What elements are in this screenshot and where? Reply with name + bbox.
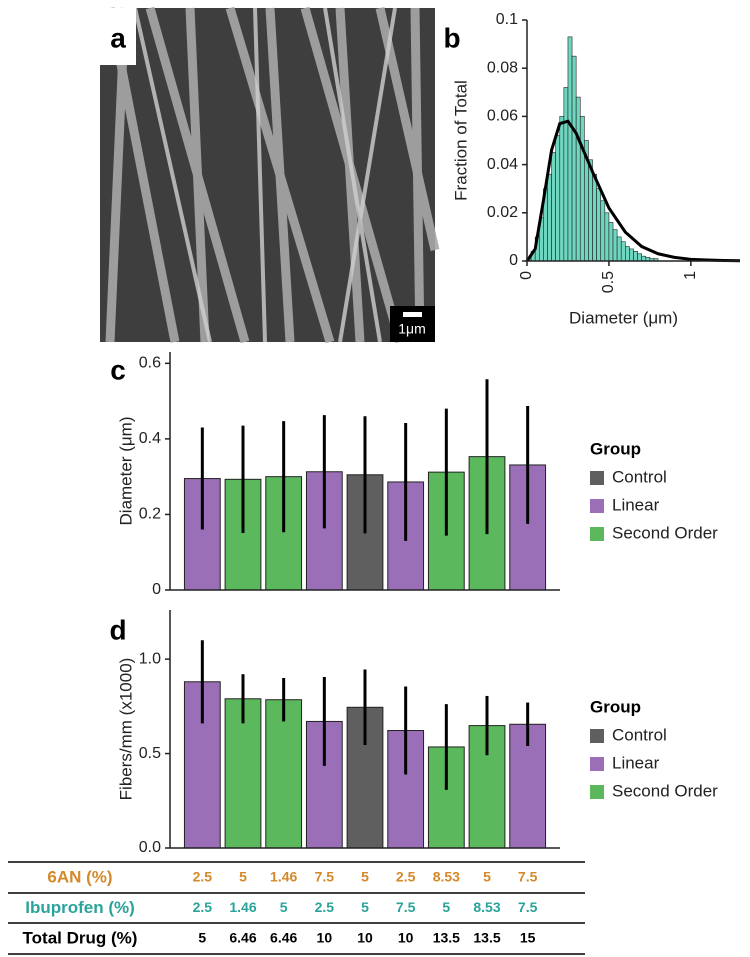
cell: 13.5 xyxy=(473,930,500,946)
y-tick-label: 0.5 xyxy=(139,745,161,762)
legend-label: Linear xyxy=(612,753,660,772)
row-label: 6AN (%) xyxy=(47,867,112,886)
x-tick-label: 1 xyxy=(682,271,699,280)
histogram-bar xyxy=(604,212,610,262)
histogram-bar xyxy=(592,173,597,262)
panel-label: c xyxy=(110,354,126,385)
panel-label: b xyxy=(443,22,460,53)
histogram-bar xyxy=(620,241,626,262)
bar xyxy=(265,699,303,849)
sem-image xyxy=(100,6,440,344)
y-tick-label: 0.02 xyxy=(487,204,518,221)
cell: 6.46 xyxy=(270,930,297,946)
cell: 10 xyxy=(398,930,414,946)
row-label: Ibuprofen (%) xyxy=(25,898,135,917)
y-tick-label: 0.4 xyxy=(139,430,161,447)
histogram-bar xyxy=(559,116,565,262)
legend-label: Second Order xyxy=(612,781,718,800)
cell: 10 xyxy=(317,930,333,946)
cell: 8.53 xyxy=(473,899,500,915)
cell: 7.5 xyxy=(518,869,538,885)
cell: 7.5 xyxy=(315,869,335,885)
legend-label: Linear xyxy=(612,495,660,514)
legend-swatch xyxy=(590,527,604,541)
scale-bar-label: 1μm xyxy=(398,321,426,337)
cell: 2.5 xyxy=(396,869,416,885)
histogram-bar xyxy=(551,152,556,262)
histogram-bar xyxy=(612,229,618,262)
histogram-bar xyxy=(547,173,552,262)
legend-swatch xyxy=(590,757,604,771)
y-axis-label: Diameter (μm) xyxy=(116,417,135,526)
x-tick-label: 0.5 xyxy=(600,271,617,293)
cell: 5 xyxy=(239,869,247,885)
cell: 5 xyxy=(483,869,491,885)
y-tick-label: 1.0 xyxy=(139,650,161,667)
y-tick-label: 0 xyxy=(152,581,161,598)
legend-label: Control xyxy=(612,467,667,486)
histogram-bar xyxy=(596,188,602,262)
histogram-bar xyxy=(629,248,634,262)
cell: 7.5 xyxy=(396,899,416,915)
cell: 6.46 xyxy=(229,930,256,946)
histogram-bar xyxy=(616,236,622,262)
cell: 5 xyxy=(361,899,369,915)
cell: 13.5 xyxy=(433,930,460,946)
fit-curve xyxy=(525,119,741,263)
cell: 1.46 xyxy=(229,899,256,915)
y-tick-label: 0.6 xyxy=(139,355,161,372)
histogram-bar xyxy=(625,246,630,262)
y-axis-label: Fraction of Total xyxy=(451,80,470,201)
cell: 1.46 xyxy=(270,869,297,885)
histogram-bar xyxy=(633,251,638,262)
x-tick-label: 0 xyxy=(518,271,535,280)
cell: 5 xyxy=(280,899,288,915)
cell: 5 xyxy=(361,869,369,885)
histogram-bar xyxy=(563,87,569,262)
y-tick-label: 0.1 xyxy=(496,11,518,28)
legend-swatch xyxy=(590,471,604,485)
cell: 15 xyxy=(520,930,536,946)
y-tick-label: 0 xyxy=(509,252,518,269)
histogram-bar xyxy=(579,116,585,262)
cell: 5 xyxy=(198,930,206,946)
legend-swatch xyxy=(590,785,604,799)
y-tick-label: 0.0 xyxy=(139,839,161,856)
cell: 10 xyxy=(357,930,373,946)
row-label: Total Drug (%) xyxy=(23,928,138,947)
cell: 5 xyxy=(442,899,450,915)
y-tick-label: 0.06 xyxy=(487,108,518,125)
cell: 2.5 xyxy=(193,869,213,885)
y-tick-label: 0.2 xyxy=(139,506,161,523)
legend-swatch xyxy=(590,729,604,743)
histogram-bar xyxy=(571,55,577,262)
bar xyxy=(224,698,262,849)
cell: 2.5 xyxy=(315,899,335,915)
histogram-bar xyxy=(637,253,642,262)
x-axis-label: Diameter (μm) xyxy=(569,308,678,327)
histogram-bar xyxy=(588,159,593,262)
legend-label: Control xyxy=(612,725,667,744)
histogram-bar xyxy=(555,135,561,262)
panel-label: a xyxy=(110,22,126,53)
y-tick-label: 0.04 xyxy=(487,156,518,173)
y-axis-label: Fibers/mm (x1000) xyxy=(116,658,135,801)
y-tick-label: 0.08 xyxy=(487,59,518,76)
cell: 7.5 xyxy=(518,899,538,915)
legend-swatch xyxy=(590,499,604,513)
histogram-bar xyxy=(600,200,606,262)
histogram-bar xyxy=(567,36,573,262)
legend-title: Group xyxy=(590,697,641,716)
histogram-bar xyxy=(575,96,581,262)
cell: 2.5 xyxy=(193,899,213,915)
legend-label: Second Order xyxy=(612,523,718,542)
cell: 8.53 xyxy=(433,869,460,885)
legend-title: Group xyxy=(590,439,641,458)
histogram-bar xyxy=(608,222,614,262)
panel-label: d xyxy=(109,614,126,645)
